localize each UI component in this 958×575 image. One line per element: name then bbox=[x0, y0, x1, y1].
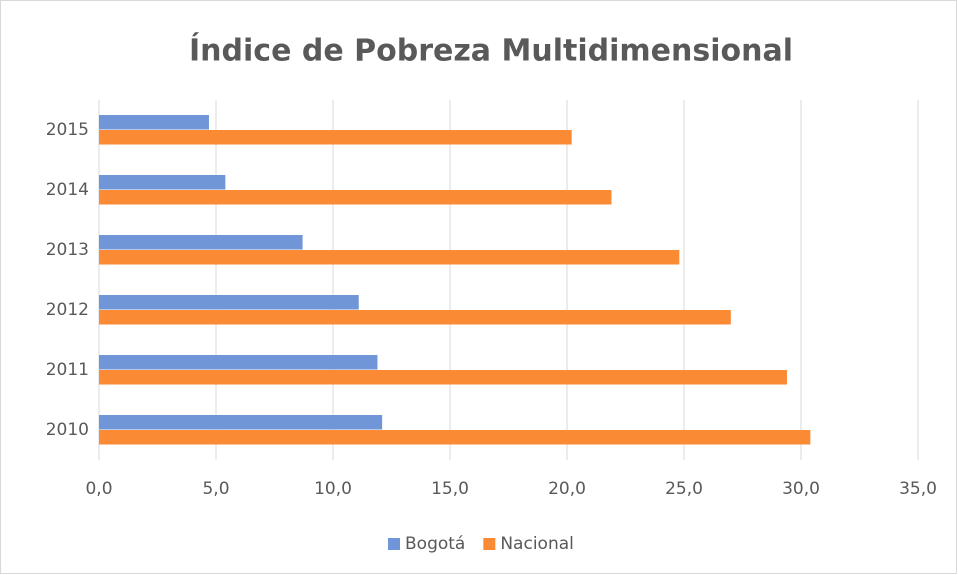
y-tick-label: 2013 bbox=[46, 240, 89, 260]
legend-label: Nacional bbox=[500, 534, 574, 554]
x-tick-label: 35,0 bbox=[899, 479, 937, 499]
x-tick-label: 5,0 bbox=[202, 479, 229, 499]
bar bbox=[99, 310, 731, 325]
y-tick-label: 2014 bbox=[46, 180, 89, 200]
legend-swatch bbox=[388, 538, 400, 550]
bar bbox=[99, 430, 811, 445]
bar bbox=[99, 115, 209, 130]
legend-label: Bogotá bbox=[405, 534, 465, 554]
bar bbox=[99, 415, 383, 430]
x-tick-label: 25,0 bbox=[665, 479, 703, 499]
bar bbox=[99, 295, 359, 310]
y-tick-label: 2012 bbox=[46, 300, 89, 320]
y-tick-label: 2015 bbox=[46, 120, 89, 140]
bar bbox=[99, 190, 612, 205]
bar bbox=[99, 130, 572, 145]
bar bbox=[99, 235, 303, 250]
legend-swatch bbox=[483, 538, 496, 550]
x-tick-label: 0,0 bbox=[85, 479, 112, 499]
bar bbox=[99, 355, 378, 370]
bar bbox=[99, 175, 226, 190]
y-tick-label: 2011 bbox=[46, 360, 89, 380]
x-tick-label: 30,0 bbox=[782, 479, 820, 499]
x-tick-label: 15,0 bbox=[431, 479, 469, 499]
y-tick-label: 2010 bbox=[46, 420, 89, 440]
x-tick-label: 10,0 bbox=[314, 479, 352, 499]
bar bbox=[99, 250, 680, 265]
x-tick-label: 20,0 bbox=[548, 479, 586, 499]
bar bbox=[99, 370, 787, 385]
chart-title: Índice de Pobreza Multidimensional bbox=[189, 33, 793, 69]
